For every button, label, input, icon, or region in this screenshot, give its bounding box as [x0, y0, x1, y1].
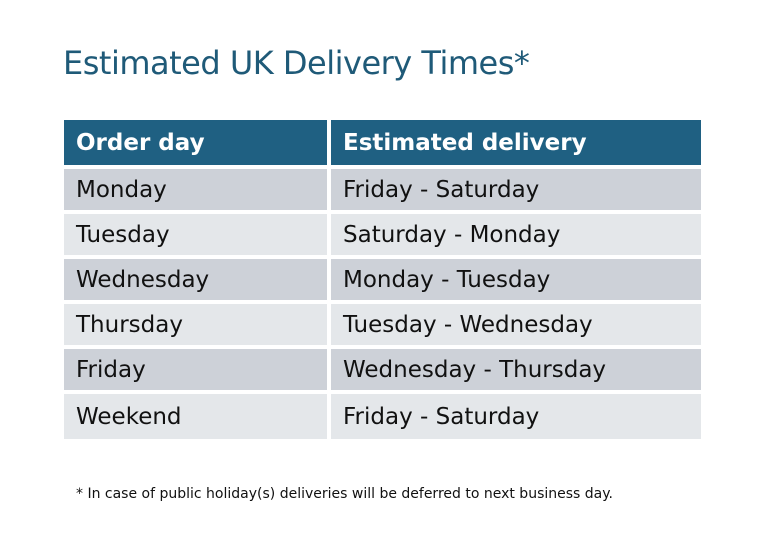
table-header-row: Order day Estimated delivery — [64, 120, 701, 169]
page-title: Estimated UK Delivery Times* — [63, 44, 530, 82]
delivery-times-table: Order day Estimated delivery Monday Frida… — [64, 120, 701, 439]
order-day-cell: Tuesday — [64, 214, 331, 259]
estimated-delivery-cell: Friday - Saturday — [331, 394, 701, 439]
table-row: Wednesday Monday - Tuesday — [64, 259, 701, 304]
table-row: Friday Wednesday - Thursday — [64, 349, 701, 394]
table-row: Thursday Tuesday - Wednesday — [64, 304, 701, 349]
estimated-delivery-cell: Tuesday - Wednesday — [331, 304, 701, 349]
header-order-day: Order day — [64, 120, 331, 169]
estimated-delivery-cell: Monday - Tuesday — [331, 259, 701, 304]
order-day-cell: Wednesday — [64, 259, 331, 304]
header-estimated-delivery: Estimated delivery — [331, 120, 701, 169]
table-row: Tuesday Saturday - Monday — [64, 214, 701, 259]
estimated-delivery-cell: Saturday - Monday — [331, 214, 701, 259]
order-day-cell: Friday — [64, 349, 331, 394]
order-day-cell: Monday — [64, 169, 331, 214]
table-row: Weekend Friday - Saturday — [64, 394, 701, 439]
order-day-cell: Weekend — [64, 394, 331, 439]
estimated-delivery-cell: Wednesday - Thursday — [331, 349, 701, 394]
order-day-cell: Thursday — [64, 304, 331, 349]
table-row: Monday Friday - Saturday — [64, 169, 701, 214]
footnote: * In case of public holiday(s) deliverie… — [76, 486, 613, 502]
estimated-delivery-cell: Friday - Saturday — [331, 169, 701, 214]
